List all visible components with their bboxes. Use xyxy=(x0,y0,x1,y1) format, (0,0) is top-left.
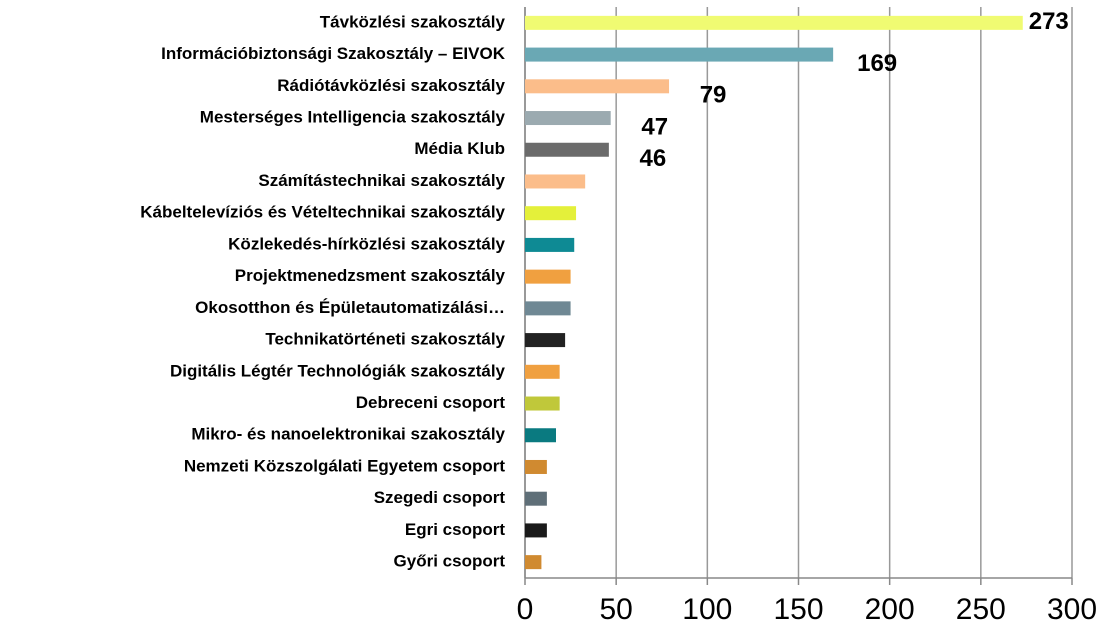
category-label: Mesterséges Intelligencia szakosztály xyxy=(200,108,506,127)
category-label: Kábeltelevíziós és Vételtechnikai szakos… xyxy=(140,203,505,222)
bar xyxy=(525,111,611,126)
x-tick-label: 50 xyxy=(599,593,632,626)
value-label: 47 xyxy=(641,113,668,140)
bar xyxy=(525,301,571,316)
bar xyxy=(525,47,834,62)
category-label: Számítástechnikai szakosztály xyxy=(258,171,505,190)
value-label: 273 xyxy=(1029,8,1069,35)
category-label: Technikatörténeti szakosztály xyxy=(265,330,505,349)
bar xyxy=(525,206,577,221)
category-label: Média Klub xyxy=(414,139,505,158)
bar xyxy=(525,237,575,252)
bar xyxy=(525,459,547,474)
bar xyxy=(525,491,547,506)
x-tick-label: 300 xyxy=(1047,593,1097,626)
x-tick-label: 150 xyxy=(773,593,823,626)
category-label: Szegedi csoport xyxy=(374,488,506,507)
category-label: Győri csoport xyxy=(394,552,506,571)
category-label: Távközlési szakosztály xyxy=(320,12,506,31)
category-label: Debreceni csoport xyxy=(356,393,506,412)
category-label: Közlekedés-hírközlési szakosztály xyxy=(228,234,505,253)
bar xyxy=(525,174,586,189)
bar xyxy=(525,428,556,443)
value-label: 169 xyxy=(857,50,897,77)
category-label: Információbiztonsági Szakosztály – EIVOK xyxy=(161,44,506,63)
category-label: Nemzeti Közszolgálati Egyetem csoport xyxy=(184,456,506,475)
category-label: Projektmenedzsment szakosztály xyxy=(235,266,506,285)
bar xyxy=(525,364,560,379)
bar xyxy=(525,555,542,570)
x-tick-label: 100 xyxy=(682,593,732,626)
category-label: Rádiótávközlési szakosztály xyxy=(277,76,505,95)
value-label: 46 xyxy=(640,145,667,172)
x-tick-label: 0 xyxy=(517,593,534,626)
x-tick-label: 200 xyxy=(865,593,915,626)
bar xyxy=(525,333,566,348)
category-label: Digitális Légtér Technológiák szakosztál… xyxy=(170,361,506,380)
bar xyxy=(525,269,571,284)
bar xyxy=(525,396,560,411)
category-label: Okosotthon és Épületautomatizálási… xyxy=(195,298,505,317)
x-tick-label: 250 xyxy=(956,593,1006,626)
category-label: Mikro- és nanoelektronikai szakosztály xyxy=(191,425,505,444)
bar xyxy=(525,79,670,94)
bar xyxy=(525,15,1023,30)
bar xyxy=(525,523,547,538)
bar xyxy=(525,142,609,157)
value-label: 79 xyxy=(700,82,727,109)
category-label: Egri csoport xyxy=(405,520,505,539)
